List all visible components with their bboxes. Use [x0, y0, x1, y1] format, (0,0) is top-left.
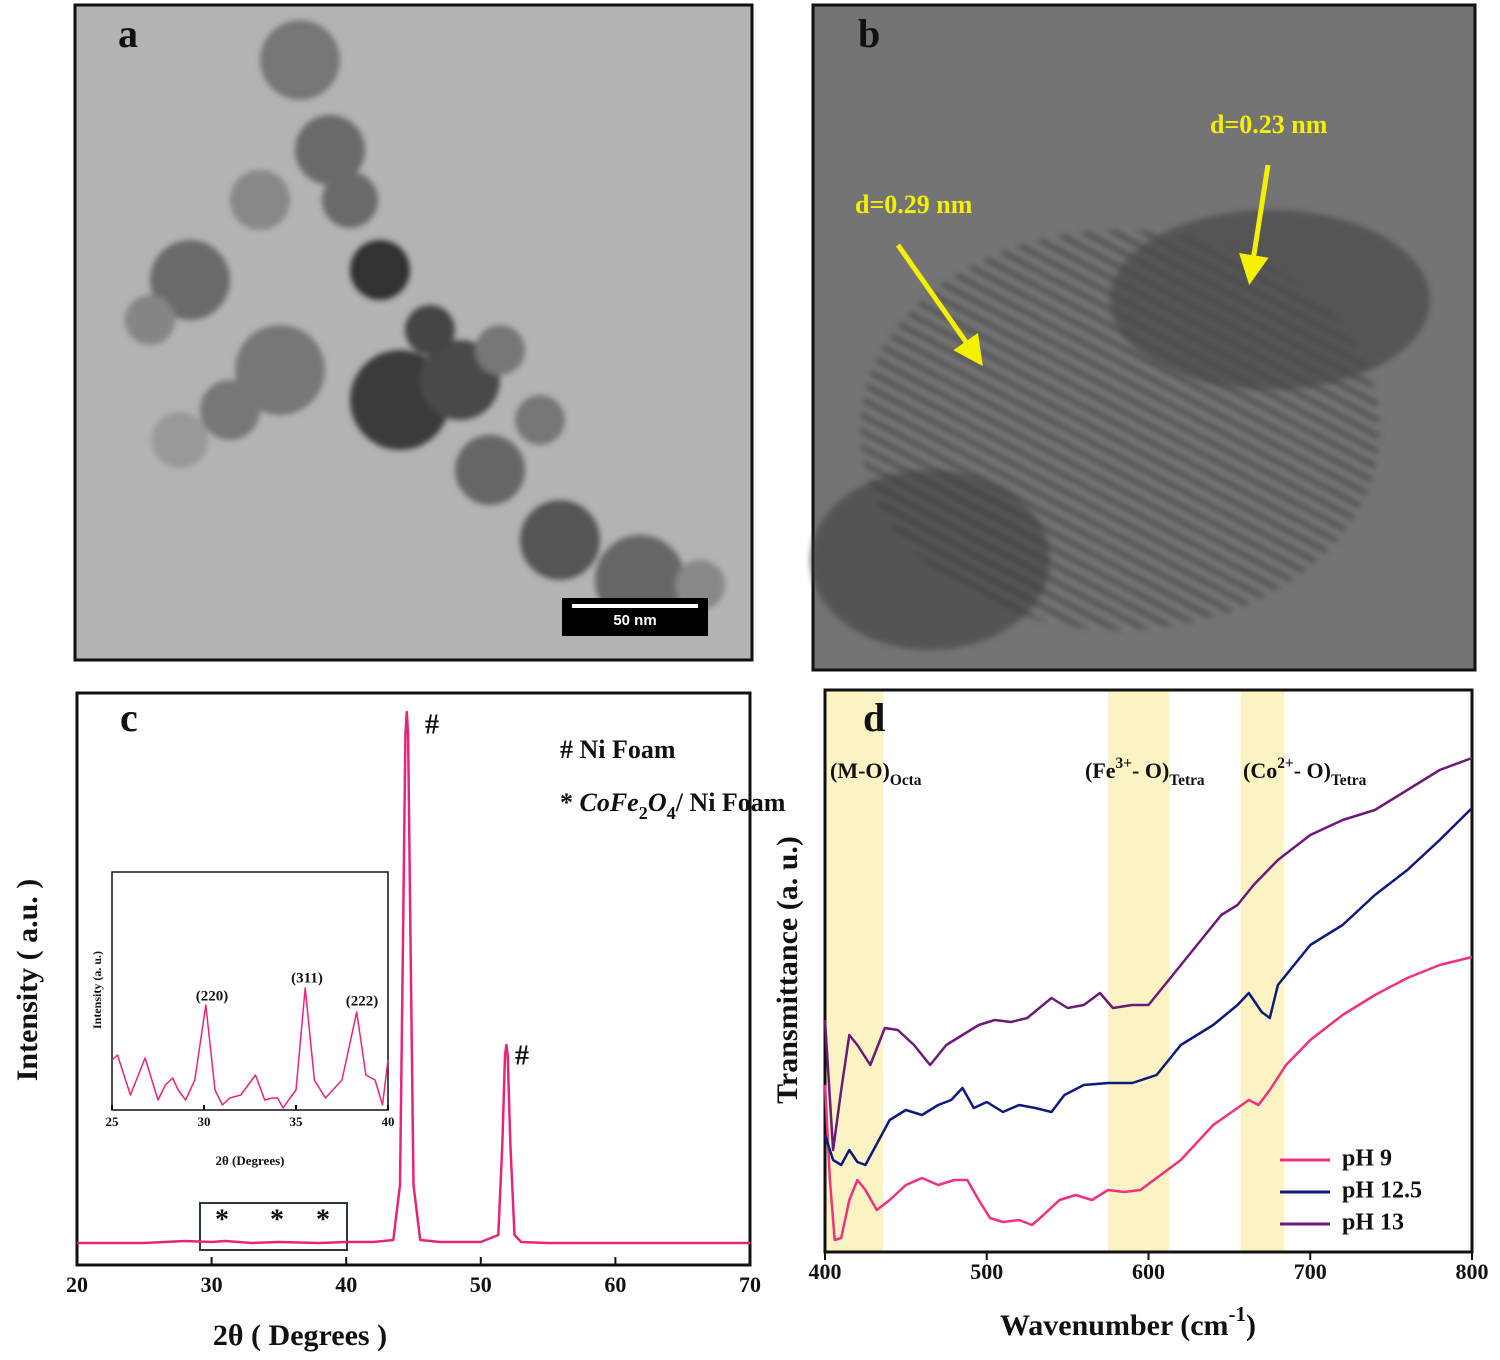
y-axis-label: Intensity (a. u.)	[90, 951, 104, 1029]
text-part: CoFe	[580, 788, 639, 817]
annotation: (220)	[196, 988, 229, 1004]
data-line	[823, 955, 1473, 1242]
data-line	[823, 807, 1473, 1167]
x-tick-label: 400	[809, 1259, 842, 1284]
data-line	[77, 710, 750, 1245]
panel-label: a	[118, 11, 138, 56]
annotation: #	[515, 1040, 529, 1071]
x-tick-label: 70	[739, 1272, 761, 1297]
text-part: )	[1246, 1309, 1256, 1342]
text-part: # Ni Foam	[560, 735, 676, 764]
band	[1108, 690, 1170, 1252]
x-tick-label: 60	[604, 1272, 626, 1297]
annotation: #	[425, 709, 439, 740]
axes-frame	[75, 691, 752, 1267]
scale-bar-label: 50 nm	[613, 612, 656, 629]
text-part: Wavenumber (cm	[1000, 1309, 1229, 1342]
x-tick-label: 40	[382, 1114, 395, 1129]
text-part: - O)	[1294, 758, 1331, 783]
text-part: *	[560, 788, 580, 817]
x-tick-label: 40	[335, 1272, 357, 1297]
panel-label: d	[863, 695, 885, 740]
annotation: *	[316, 1204, 330, 1235]
legend-label: pH 13	[1342, 1210, 1404, 1236]
text-part: Tetra	[1169, 772, 1205, 789]
x-tick-label: 500	[970, 1259, 1003, 1284]
x-tick-label: 30	[201, 1272, 223, 1297]
legend-label: pH 12.5	[1342, 1178, 1422, 1204]
annotation: *	[215, 1204, 229, 1235]
panel-label: c	[120, 695, 138, 740]
text-part: 2+	[1277, 755, 1293, 772]
text-part: 4	[667, 803, 676, 823]
legend-text: # Ni Foam	[560, 735, 676, 764]
tem-image	[73, 3, 754, 662]
text-part: 3+	[1116, 755, 1132, 772]
axes-frame	[111, 871, 389, 1111]
text-part: -1	[1229, 1302, 1247, 1326]
panel-label: b	[858, 11, 880, 56]
band-label: (Co2+- O)Tetra	[1243, 755, 1367, 789]
x-axis-label: 2θ (Degrees)	[216, 1153, 285, 1168]
text-part: Tetra	[1331, 772, 1367, 789]
text-part: 2	[639, 803, 648, 823]
data-line	[823, 756, 1473, 1152]
text-part: O	[648, 788, 667, 817]
y-axis-label: Intensity ( a.u. )	[11, 879, 44, 1082]
legend-text: * CoFe2O4/ Ni Foam	[560, 788, 786, 823]
x-axis-label: Wavenumber (cm-1)	[1000, 1302, 1256, 1342]
annotation: (222)	[346, 993, 379, 1009]
text-part: - O)	[1132, 758, 1169, 783]
x-tick-label: 600	[1132, 1259, 1165, 1284]
x-tick-label: 30	[198, 1114, 211, 1129]
lattice-annotation: d=0.29 nm	[855, 190, 973, 219]
hrtem-image	[810, 3, 1477, 672]
band	[1240, 690, 1285, 1252]
annotation: *	[270, 1204, 284, 1235]
x-tick-label: 35	[290, 1114, 304, 1129]
x-tick-label: 50	[470, 1272, 492, 1297]
x-tick-label: 700	[1294, 1259, 1327, 1284]
legend-label: pH 9	[1342, 1146, 1392, 1172]
text-part: (M-O)	[830, 758, 890, 783]
data-line	[111, 987, 389, 1109]
lattice-annotation: d=0.23 nm	[1210, 110, 1328, 139]
x-tick-label: 20	[66, 1272, 88, 1297]
x-tick-label: 25	[106, 1114, 120, 1129]
band-label: (Fe3+- O)Tetra	[1085, 755, 1205, 789]
band-label: (M-O)Octa	[830, 758, 922, 789]
annotation: (311)	[291, 970, 323, 986]
y-axis-label: Transmittance (a. u.)	[771, 836, 804, 1104]
x-tick-label: 800	[1456, 1259, 1489, 1284]
x-axis-label: 2θ ( Degrees )	[213, 1319, 387, 1352]
text-part: Octa	[890, 772, 922, 789]
highlight-box	[199, 1202, 348, 1251]
text-part: (Co	[1243, 758, 1277, 783]
text-part: (Fe	[1085, 758, 1116, 783]
text-part: / Ni Foam	[675, 788, 786, 817]
